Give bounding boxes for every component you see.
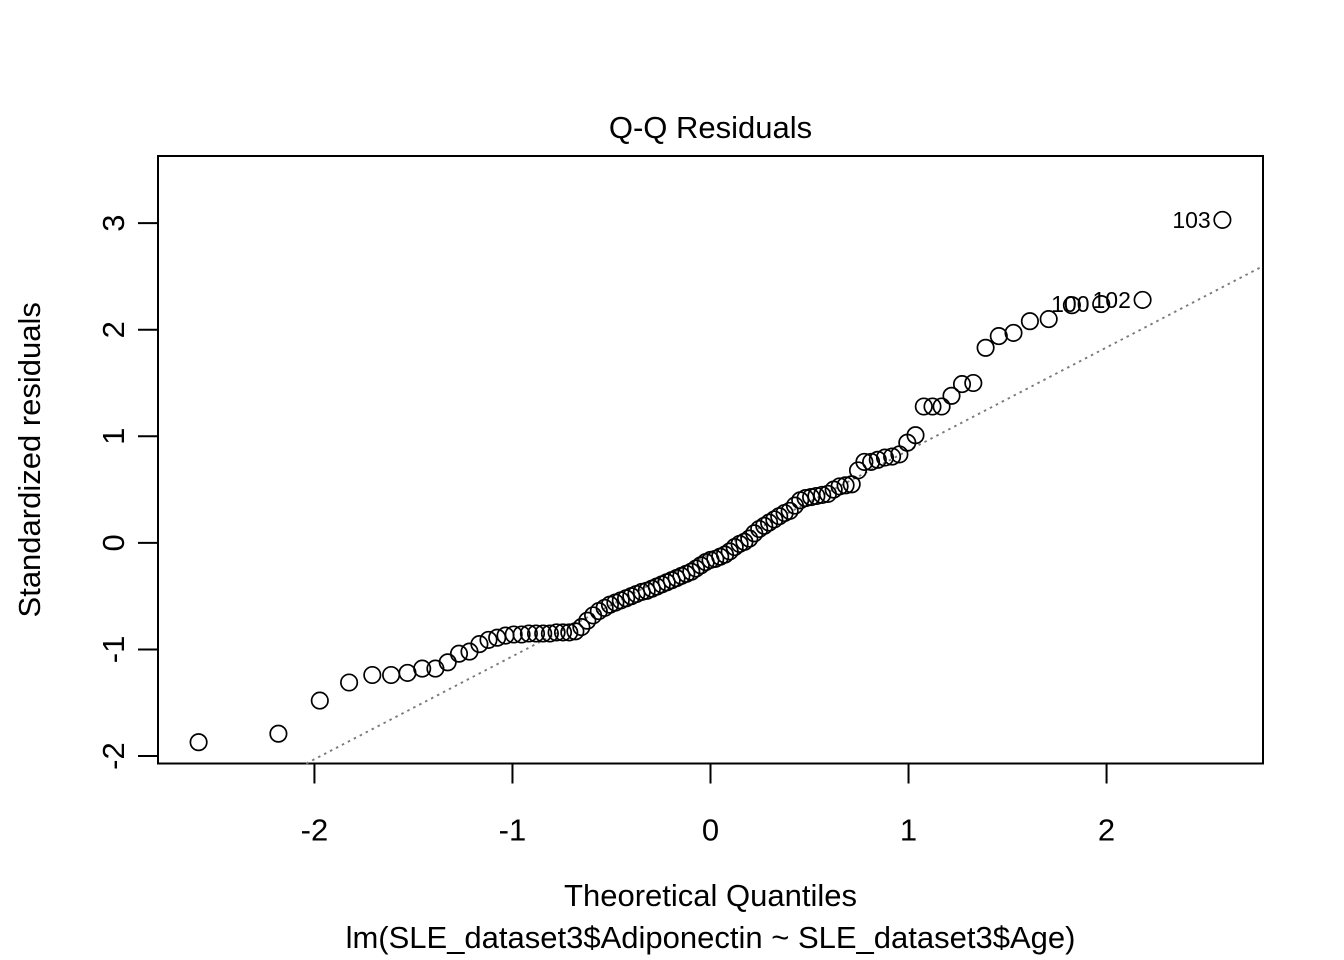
data-point xyxy=(1020,312,1039,331)
axis-ticks-group: -2 -1 0 1 2 -2 -1 0 1 2 3 xyxy=(96,215,1115,848)
data-point xyxy=(932,397,951,416)
data-point xyxy=(923,397,942,416)
chart-title: Q-Q Residuals xyxy=(609,110,812,145)
data-point xyxy=(398,663,417,682)
data-point xyxy=(989,327,1008,346)
data-point xyxy=(310,691,329,710)
data-point xyxy=(572,618,591,637)
outlier-point-label: 102 xyxy=(1093,287,1131,313)
x-tick-label: -1 xyxy=(499,813,527,848)
data-point xyxy=(836,476,855,495)
data-point xyxy=(512,625,531,644)
data-point xyxy=(1039,310,1058,329)
data-point xyxy=(547,623,566,642)
data-point xyxy=(363,665,382,685)
data-point xyxy=(686,559,706,578)
data-point xyxy=(976,338,995,357)
x-tick-label: 0 xyxy=(702,813,719,848)
data-point xyxy=(534,624,553,643)
data-point xyxy=(553,623,573,642)
data-point xyxy=(519,624,538,643)
data-point xyxy=(682,562,701,581)
data-point xyxy=(807,486,826,506)
data-point xyxy=(560,623,579,642)
data-point xyxy=(906,426,925,445)
data-points-group xyxy=(189,210,1232,752)
x-tick-label: 1 xyxy=(900,813,917,848)
y-tick-label: 0 xyxy=(96,534,131,551)
y-axis-title: Standardized residuals xyxy=(12,302,47,617)
outlier-point-label: 103 xyxy=(1172,207,1210,233)
data-point xyxy=(765,510,784,529)
data-point xyxy=(526,624,546,643)
plot-box xyxy=(157,155,1264,765)
data-point xyxy=(740,529,759,548)
data-point xyxy=(578,611,597,630)
data-point xyxy=(855,452,874,471)
chart-subtitle: lm(SLE_dataset3$Adiponectin ~ SLE_datase… xyxy=(346,920,1076,955)
y-tick-label: 1 xyxy=(96,428,131,445)
data-point xyxy=(1004,323,1023,342)
x-axis-title: Theoretical Quantiles xyxy=(564,878,857,913)
data-point xyxy=(189,733,208,752)
data-point xyxy=(470,635,489,654)
outlier-point-label: 100 xyxy=(1051,291,1089,317)
data-point xyxy=(883,447,902,466)
data-point xyxy=(449,644,469,663)
y-tick-label: -2 xyxy=(96,742,131,770)
data-point xyxy=(595,598,614,617)
data-point xyxy=(862,452,881,471)
x-tick-label: -2 xyxy=(301,813,329,848)
data-point xyxy=(566,622,585,641)
data-point xyxy=(830,477,849,496)
reference-line-group xyxy=(305,265,1264,765)
data-point xyxy=(952,375,972,394)
data-point xyxy=(964,373,983,393)
data-point xyxy=(1062,296,1081,315)
data-point xyxy=(725,538,744,557)
data-point xyxy=(942,386,961,405)
data-point xyxy=(413,659,432,678)
data-point xyxy=(1133,290,1152,309)
data-point xyxy=(868,450,887,469)
reference-line xyxy=(305,265,1264,765)
data-point xyxy=(382,665,401,685)
data-point xyxy=(340,673,359,692)
data-point xyxy=(269,724,288,743)
data-point xyxy=(914,397,933,416)
data-point xyxy=(504,625,523,644)
data-point xyxy=(875,448,895,467)
data-point xyxy=(438,653,457,672)
data-point xyxy=(755,516,774,535)
data-point xyxy=(780,501,799,520)
y-tick-label: 2 xyxy=(96,321,131,338)
data-point xyxy=(760,513,779,532)
outlier-labels-group: 100 102 103 xyxy=(1051,207,1211,317)
y-tick-label: 3 xyxy=(96,215,131,232)
data-point xyxy=(750,519,769,539)
x-tick-label: 2 xyxy=(1098,813,1115,848)
data-point xyxy=(1092,295,1111,314)
data-point xyxy=(813,485,832,504)
data-point xyxy=(479,630,498,649)
data-point xyxy=(1213,210,1232,229)
y-tick-label: -1 xyxy=(96,636,131,664)
data-point xyxy=(540,624,559,643)
